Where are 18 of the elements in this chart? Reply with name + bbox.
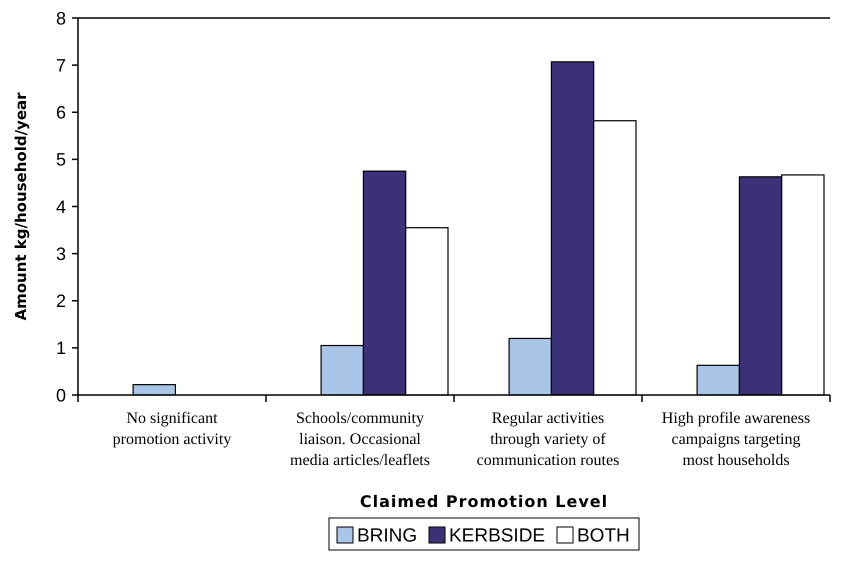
y-tick-label: 0 [56, 385, 66, 406]
y-tick-label: 1 [56, 338, 66, 358]
y-tick-label: 6 [56, 102, 66, 123]
x-tick-label: High profile awareness campaigns targeting most households [662, 410, 810, 469]
y-tick-label: 2 [56, 291, 66, 312]
y-tick-label: 8 [56, 8, 66, 28]
y-tick-label: 5 [56, 150, 66, 170]
x-tick-label: Regular activities through variety of communication routes [476, 410, 620, 469]
legend-label: BOTH [577, 526, 630, 547]
x-tick-label: No significant promotion activity [112, 410, 232, 448]
y-axis-title: Amount kg/household/year [12, 92, 30, 321]
y-tick-label: 4 [56, 196, 66, 217]
x-axis-title: Claimed Promotion Level [360, 492, 608, 511]
legend-label: BRING [357, 526, 418, 547]
y-tick-label: 7 [56, 55, 66, 76]
x-tick-label: Schools/community liaison. Occasional media articles/leaflets [290, 410, 430, 469]
legend-label: KERBSIDE [449, 526, 546, 547]
y-tick-label: 3 [56, 244, 66, 264]
